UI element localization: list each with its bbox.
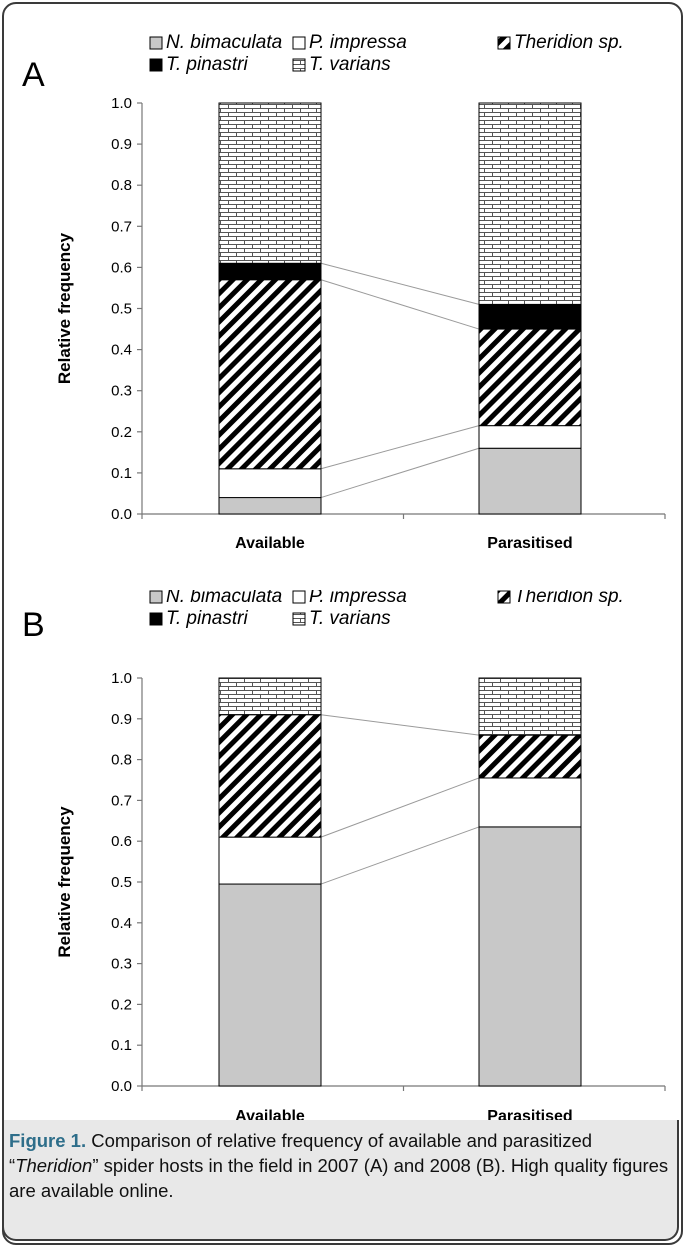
y-tick-label: 0.9 (111, 711, 132, 728)
connector-lines (320, 262, 480, 499)
legend: N. bimaculata P. impressa Theridion sp. T. … (149, 32, 624, 75)
bar-segment-available-theridion-sp (218, 714, 322, 838)
legend-label-theridion-sp: Theridion sp. (514, 32, 624, 53)
y-tick-label: 0.4 (111, 342, 132, 359)
legend-label-n-bimaculata: N. bimaculata (166, 590, 282, 607)
connector-line-theridion-sp (320, 279, 480, 330)
y-tick-label: 0.6 (111, 833, 132, 850)
x-category-label: Parasitised (487, 1108, 572, 1120)
y-tick-label: 0.0 (111, 1078, 132, 1095)
legend-swatch-theridion-sp (497, 36, 511, 50)
bar-segment-available-theridion-sp (218, 279, 322, 470)
bar-segment-available-t-pinastri (218, 262, 322, 281)
caption-italic: Theridion (15, 1155, 93, 1176)
y-tick-label: 0.7 (111, 792, 132, 809)
chart-panel-b: B N. bimaculata P. impressa Theridion sp. T… (22, 590, 666, 1120)
bar-segment-available-p-impressa (218, 836, 322, 885)
bar-segment-available-t-varians (218, 102, 322, 264)
connector-line-p-impressa (320, 425, 480, 470)
legend-label-t-varians: T. varians (309, 608, 391, 629)
bar-segment-parasitised-p-impressa (478, 777, 582, 828)
y-tick-label: 0.7 (111, 218, 132, 235)
y-tick-label: 0.8 (111, 177, 132, 194)
bar-segment-available-t-varians (218, 677, 322, 716)
y-tick-label: 0.3 (111, 956, 132, 973)
legend-swatch-theridion-sp (497, 590, 511, 604)
connector-lines (320, 714, 480, 885)
bar-segment-parasitised-theridion-sp (478, 734, 582, 779)
chart-panel-a: A N. bimaculata P. impressa Theridion sp. T… (22, 32, 666, 552)
y-tick-label: 0.0 (111, 506, 132, 523)
legend-swatch-t-pinastri (149, 58, 163, 72)
bar-segment-parasitised-p-impressa (478, 425, 582, 449)
bars (218, 677, 582, 1087)
y-tick-label: 0.1 (111, 1037, 132, 1054)
legend-label-n-bimaculata: N. bimaculata (166, 32, 282, 53)
legend-label-p-impressa: P. impressa (309, 32, 407, 53)
legend: N. bimaculata P. impressa Theridion sp. T. … (149, 590, 624, 629)
y-tick-label: 0.8 (111, 752, 132, 769)
caption-text-end: ” spider hosts in the field in 2007 (A) … (9, 1155, 669, 1201)
figure-label: Figure 1. (9, 1130, 87, 1151)
x-category-label: Available (235, 1108, 305, 1120)
bar-segment-available-n-bimaculata (218, 883, 322, 1087)
caption-text: Comparison of relative frequency of avai… (9, 1130, 593, 1176)
connector-line-t-pinastri (320, 262, 480, 305)
y-tick-label: 0.1 (111, 465, 132, 482)
connector-line-n-bimaculata (320, 826, 480, 885)
x-category-label: Parasitised (487, 535, 572, 552)
y-axis-label: Relative frequency (55, 232, 74, 384)
y-axis-label: Relative frequency (55, 806, 74, 958)
legend-label-p-impressa: P. impressa (309, 590, 407, 607)
bar-segment-parasitised-n-bimaculata (478, 447, 582, 515)
legend-swatch-t-varians (292, 58, 306, 72)
y-tick-label: 0.5 (111, 874, 132, 891)
legend-swatch-p-impressa (292, 36, 306, 50)
y-tick-label: 0.3 (111, 383, 132, 400)
y-tick-label: 1.0 (111, 95, 132, 112)
panel-label: A (22, 56, 45, 94)
legend-label-t-pinastri: T. pinastri (166, 608, 248, 629)
legend-label-t-varians: T. varians (309, 54, 391, 75)
caption-box (2, 1120, 679, 1241)
legend-swatch-t-varians (292, 612, 306, 626)
legend-swatch-n-bimaculata (149, 36, 163, 50)
legend-swatch-t-pinastri (149, 612, 163, 626)
figure-caption: Figure 1. Comparison of relative frequen… (9, 1128, 673, 1203)
x-category-label: Available (235, 535, 305, 552)
bar-segment-available-n-bimaculata (218, 497, 322, 515)
y-tick-label: 0.5 (111, 301, 132, 318)
bar-segment-parasitised-t-varians (478, 102, 582, 305)
y-tick-label: 0.2 (111, 424, 132, 441)
connector-line-n-bimaculata (320, 447, 480, 499)
y-tick-label: 1.0 (111, 670, 132, 687)
panel-label: B (22, 606, 45, 644)
legend-swatch-n-bimaculata (149, 590, 163, 604)
connector-line-theridion-sp (320, 714, 480, 736)
legend-label-theridion-sp: Theridion sp. (514, 590, 624, 607)
bars (218, 102, 582, 515)
bar-segment-available-p-impressa (218, 468, 322, 499)
connector-line-p-impressa (320, 777, 480, 838)
bar-segment-parasitised-n-bimaculata (478, 826, 582, 1087)
y-tick-label: 0.4 (111, 915, 132, 932)
legend-swatch-p-impressa (292, 590, 306, 604)
bar-segment-parasitised-t-varians (478, 677, 582, 736)
bar-segment-parasitised-t-pinastri (478, 303, 582, 330)
y-tick-label: 0.6 (111, 259, 132, 276)
bar-segment-parasitised-theridion-sp (478, 328, 582, 427)
y-tick-label: 0.9 (111, 136, 132, 153)
legend-label-t-pinastri: T. pinastri (166, 54, 248, 75)
y-tick-label: 0.2 (111, 996, 132, 1013)
